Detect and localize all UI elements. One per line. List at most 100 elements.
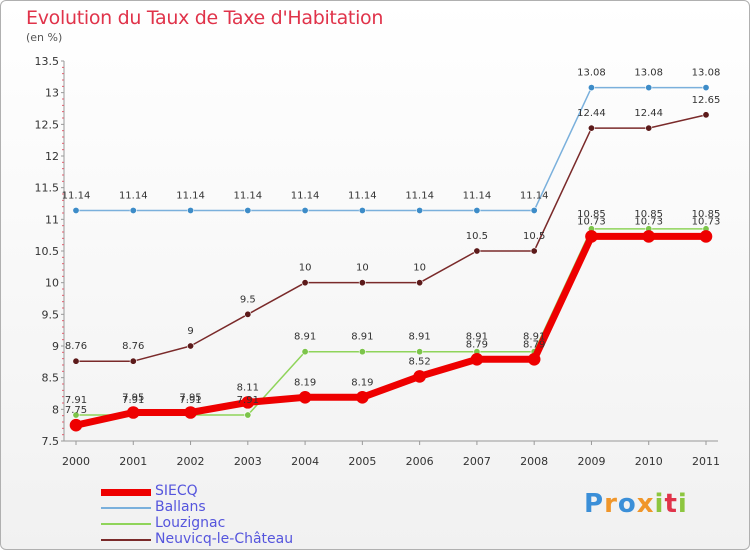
x-tick-label: 2003 xyxy=(234,455,262,468)
chart-unit: (en %) xyxy=(26,31,63,44)
data-point xyxy=(129,206,137,214)
logo-letter: t xyxy=(664,489,678,519)
legend-label: Louzignac xyxy=(155,515,226,531)
logo-letter: P xyxy=(584,489,605,519)
data-label: 8.76 xyxy=(122,341,144,352)
y-tick: 11.5 xyxy=(35,182,64,195)
y-tick: 12 xyxy=(45,150,64,163)
y-tick-label: 11.5 xyxy=(35,182,60,195)
data-point xyxy=(585,230,598,243)
data-label: 11.14 xyxy=(520,190,549,201)
legend-swatch xyxy=(101,539,151,541)
y-tick-label: 9 xyxy=(52,340,59,353)
data-label: 7.91 xyxy=(237,395,259,406)
data-point xyxy=(587,124,595,132)
series-line-Ballans xyxy=(75,86,707,212)
data-label: 7.91 xyxy=(179,395,201,406)
data-label: 8.11 xyxy=(237,382,259,393)
logo-letter: x xyxy=(636,489,655,519)
y-tick-label: 8 xyxy=(52,403,59,416)
data-label: 8.91 xyxy=(523,332,545,343)
data-point xyxy=(187,342,195,350)
data-label: 8.91 xyxy=(294,332,316,343)
y-tick: 10.5 xyxy=(35,245,64,258)
y-tick: 12.5 xyxy=(35,118,64,131)
data-label: 12.44 xyxy=(577,108,606,119)
chart-title: Evolution du Taux de Taxe d'Habitation xyxy=(26,7,384,29)
y-tick-label: 13 xyxy=(45,87,59,100)
data-label: 9 xyxy=(187,326,193,337)
data-point xyxy=(184,406,197,419)
data-label: 7.91 xyxy=(65,395,87,406)
logo-letter: r xyxy=(604,489,618,519)
data-label: 11.14 xyxy=(233,190,262,201)
y-tick-label: 10 xyxy=(45,277,59,290)
x-tick-label: 2005 xyxy=(348,455,376,468)
data-point xyxy=(530,247,538,255)
y-tick: 9.5 xyxy=(42,308,64,321)
legend-label: Neuvicq-le-Château xyxy=(155,531,294,547)
data-point xyxy=(473,247,481,255)
data-label: 11.14 xyxy=(291,190,320,201)
data-point xyxy=(244,206,252,214)
data-label: 10 xyxy=(299,263,312,274)
y-tick: 10 xyxy=(45,277,64,290)
data-point xyxy=(645,124,653,132)
data-point xyxy=(699,230,713,243)
data-label: 10.85 xyxy=(577,209,606,220)
series-line-Neuvicq-le-Château xyxy=(75,114,707,362)
y-tick: 11 xyxy=(45,213,64,226)
data-point xyxy=(530,206,538,214)
data-label: 13.08 xyxy=(692,68,721,79)
x-tick-label: 2004 xyxy=(291,455,319,468)
data-point xyxy=(72,411,80,419)
data-point xyxy=(416,279,424,287)
y-tick-label: 8.5 xyxy=(42,372,60,385)
data-label: 10.85 xyxy=(634,209,663,220)
data-label: 10.73 xyxy=(577,216,606,227)
data-point xyxy=(301,279,309,287)
data-point xyxy=(69,418,83,432)
data-label: 11.14 xyxy=(463,190,492,201)
data-point xyxy=(301,348,309,356)
data-label: 10.73 xyxy=(634,216,663,227)
data-label: 8.91 xyxy=(466,332,488,343)
data-point xyxy=(358,348,366,356)
data-label: 8.79 xyxy=(466,339,488,350)
y-tick-label: 9.5 xyxy=(42,308,60,321)
data-label: 7.91 xyxy=(122,395,144,406)
data-point xyxy=(527,352,541,366)
legend-swatch xyxy=(101,488,151,496)
y-tick: 9 xyxy=(52,340,64,353)
data-point xyxy=(587,84,595,92)
legend-swatch xyxy=(101,507,151,509)
data-point xyxy=(358,206,366,214)
legend-swatch xyxy=(101,523,151,525)
y-tick-label: 12.5 xyxy=(35,118,60,131)
logo-letter: i xyxy=(677,489,688,519)
data-label: 10.73 xyxy=(692,216,721,227)
x-tick-label: 2010 xyxy=(635,455,663,468)
data-label: 8.19 xyxy=(294,377,316,388)
data-point xyxy=(72,357,80,365)
data-label: 9.5 xyxy=(240,294,256,305)
legend-label: SIECQ xyxy=(155,483,198,499)
data-label: 8.91 xyxy=(351,332,373,343)
data-label: 8.19 xyxy=(351,377,373,388)
data-point xyxy=(126,406,140,419)
data-label: 11.14 xyxy=(176,190,205,201)
y-tick: 8.5 xyxy=(42,372,64,385)
data-label: 12.65 xyxy=(692,95,721,106)
x-tick-label: 2002 xyxy=(177,455,205,468)
data-label: 8.91 xyxy=(409,332,431,343)
y-tick: 13 xyxy=(45,87,64,100)
y-tick: 8 xyxy=(52,403,64,416)
data-label: 7.95 xyxy=(122,393,144,404)
legend-label: Ballans xyxy=(155,499,206,515)
data-label: 7.75 xyxy=(65,405,87,416)
x-tick-label: 2009 xyxy=(577,455,605,468)
x-tick-label: 2007 xyxy=(463,455,491,468)
data-point xyxy=(702,111,710,119)
data-label: 11.14 xyxy=(405,190,434,201)
